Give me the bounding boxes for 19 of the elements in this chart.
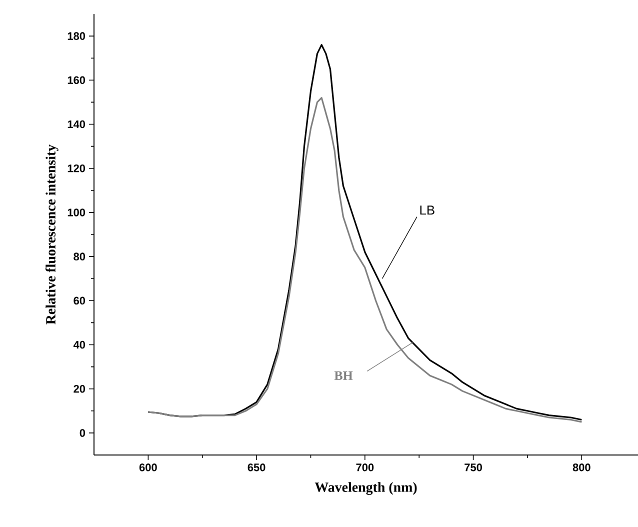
text: LB	[420, 206, 434, 215]
x-tick-label: 650	[248, 464, 266, 472]
y-tick-label: 40	[73, 340, 86, 349]
y-tick-label: 140	[68, 120, 86, 128]
x-tick-label: 700	[356, 464, 374, 472]
y-tick-label: 80	[74, 252, 86, 260]
y-tick-label: 20	[74, 384, 86, 393]
x-tick-label: 800	[572, 464, 590, 472]
y-tick-label: 60	[74, 296, 86, 305]
y-tick-label: 100	[68, 208, 86, 216]
y-axis-title: Relative fluorescence intensity	[46, 144, 58, 324]
y-tick-label: 160	[68, 76, 86, 84]
y-tick-label: 120	[68, 164, 86, 172]
text: BH	[334, 371, 353, 380]
x-tick-label: 750	[464, 464, 482, 472]
x-tick-label: 600	[139, 464, 157, 472]
y-tick-label: 180	[68, 32, 86, 40]
y-tick-label: 0	[80, 429, 86, 437]
x-axis-title: Wavelength (nm)	[314, 482, 417, 495]
